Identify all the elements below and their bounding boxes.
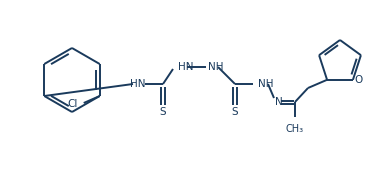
Text: NH: NH [258, 79, 274, 89]
Text: NH: NH [208, 62, 223, 72]
Text: CH₃: CH₃ [286, 124, 304, 134]
Text: HN: HN [178, 62, 193, 72]
Text: S: S [232, 107, 238, 117]
Text: S: S [160, 107, 166, 117]
Text: HN: HN [130, 79, 146, 89]
Text: O: O [354, 75, 362, 85]
Text: N: N [275, 97, 283, 107]
Text: Cl: Cl [67, 99, 78, 109]
